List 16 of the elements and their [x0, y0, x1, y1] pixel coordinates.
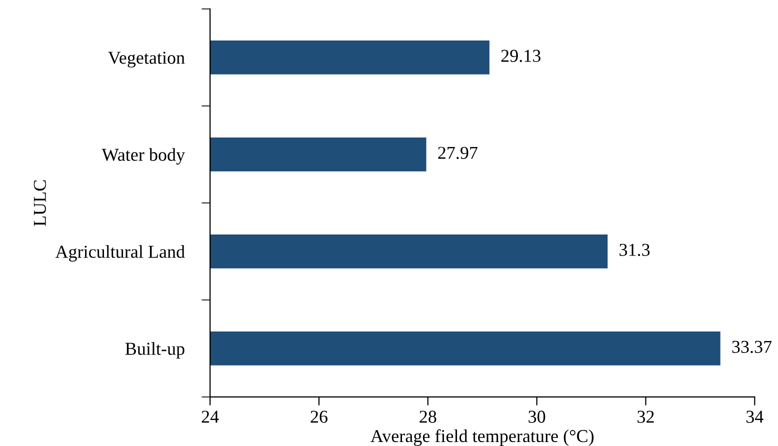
- x-tick-label: 34: [746, 410, 764, 423]
- x-axis-title: Average field temperature (°C): [370, 429, 594, 446]
- data-label: 33.37: [732, 340, 772, 354]
- x-tick-label: 32: [638, 410, 654, 423]
- y-axis-title: LULC: [34, 180, 46, 226]
- y-tick-label: Vegetation: [108, 52, 185, 68]
- x-tick-label: 30: [528, 410, 546, 423]
- data-label: 27.97: [438, 146, 478, 160]
- data-label: 31.3: [620, 244, 650, 256]
- y-tick-label: Water body: [102, 148, 185, 165]
- data-label: 29.13: [501, 50, 540, 62]
- x-tick-label: 24: [202, 410, 219, 423]
- y-tick-label: Built-up: [125, 342, 184, 359]
- y-tick-label: Agricultural Land: [55, 245, 185, 262]
- x-tick-label: 28: [420, 410, 436, 423]
- x-tick-label: 26: [310, 410, 328, 423]
